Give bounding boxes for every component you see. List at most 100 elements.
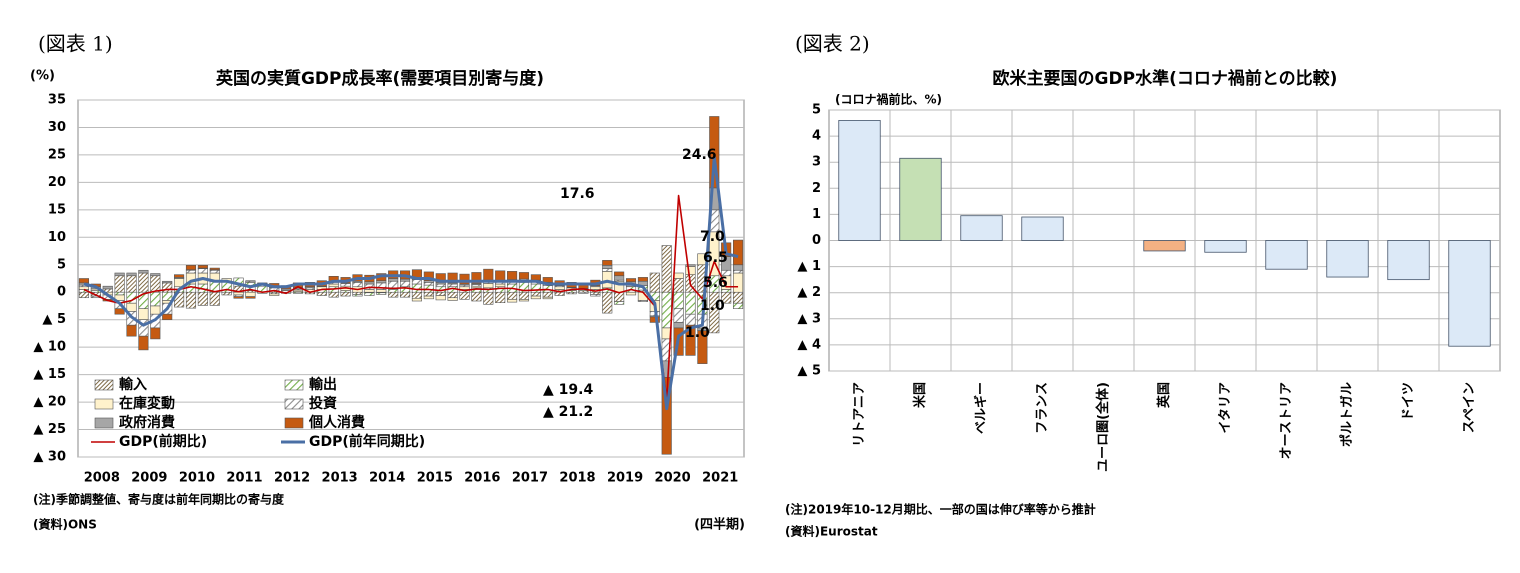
y-tick-label: 3 <box>812 155 821 170</box>
annotation: 5.6 <box>703 275 728 291</box>
figure-label: (図表 2) <box>795 32 870 56</box>
bar-segment <box>495 291 506 303</box>
annotation: ▲ 19.4 <box>543 382 593 398</box>
bar-segment <box>661 245 672 293</box>
bar-segment <box>518 299 530 302</box>
y-axis-label: (コロナ禍前比、%) <box>835 92 942 107</box>
y-tick-label: ▲ 5 <box>42 312 66 327</box>
bar-segment <box>388 280 399 289</box>
x-tick-label: オーストリア <box>1279 382 1294 459</box>
x-tick-label: 2021 <box>702 471 738 486</box>
bar-segment <box>530 274 541 281</box>
x-tick-label: 2012 <box>274 471 310 486</box>
bar-segment <box>578 291 589 294</box>
bar-segment <box>483 283 494 289</box>
bar-segment <box>78 278 90 284</box>
bar <box>960 215 1003 241</box>
y-tick-label: 5 <box>57 257 66 272</box>
bar-segment <box>483 268 494 281</box>
annotation: 1.0 <box>685 325 710 341</box>
legend-swatch <box>94 417 114 429</box>
bar-segment <box>423 284 434 293</box>
bar-segment <box>637 300 648 302</box>
annotation: 7.0 <box>700 229 725 245</box>
bar-segment <box>673 291 684 310</box>
bar-segment <box>162 280 173 284</box>
bar-segment <box>209 269 220 274</box>
bar-segment <box>447 272 458 284</box>
x-tick-label: 2015 <box>417 471 453 486</box>
bar-segment <box>625 278 637 283</box>
bar-segment <box>162 313 173 320</box>
bar-segment <box>507 299 518 303</box>
y-tick-label: ▲ 10 <box>33 340 66 355</box>
x-tick-label: フランス <box>1035 382 1050 434</box>
bar-segment <box>614 301 625 305</box>
bar-segment <box>185 265 197 271</box>
legend-swatch <box>94 379 114 391</box>
y-tick-label: 30 <box>48 120 66 135</box>
x-tick-label: 2014 <box>369 471 405 486</box>
bar-segment <box>507 291 518 300</box>
legend-label: 投資 <box>309 395 337 412</box>
bar-segment <box>185 269 197 274</box>
bar-segment <box>435 295 446 301</box>
bar-segment <box>269 293 280 296</box>
bar-segment <box>411 291 423 299</box>
legend-label: 個人消費 <box>308 414 365 431</box>
bar-segment <box>459 286 470 290</box>
bar <box>1448 240 1491 347</box>
bar <box>1265 240 1308 270</box>
bar-segment <box>685 264 696 267</box>
y-tick-label: 2 <box>812 181 821 196</box>
bar-segment <box>328 291 339 298</box>
bar-segment <box>483 291 494 305</box>
y-tick-label: ▲ 20 <box>33 395 66 410</box>
bar-segment <box>471 291 482 302</box>
bar-segment <box>602 271 613 289</box>
bar-segment <box>233 291 244 296</box>
bar-segment <box>150 275 161 293</box>
bar-segment <box>340 283 351 287</box>
bar-segment <box>530 295 541 300</box>
bar-segment <box>709 116 720 189</box>
bar-segment <box>625 291 637 296</box>
bar-segment <box>364 292 375 296</box>
bar-segment <box>732 269 744 274</box>
legend-label: 輸入 <box>119 376 147 393</box>
x-tick-label: ポルトガル <box>1339 382 1355 447</box>
legend-label: 在庫変動 <box>119 395 175 412</box>
bar-segment <box>78 291 90 299</box>
bar <box>1387 240 1430 281</box>
bar-segment <box>435 291 446 296</box>
bar-segment <box>376 280 387 284</box>
bar-segment <box>388 291 399 298</box>
x-tick-label: 2013 <box>322 471 358 486</box>
bar-segment <box>471 272 482 284</box>
bar-segment <box>352 294 363 297</box>
bar-segment <box>138 269 149 274</box>
bar-segment <box>102 285 113 290</box>
bar-segment <box>376 292 387 295</box>
bar-segment <box>388 278 399 282</box>
bar-segment <box>685 313 696 326</box>
x-tick-label: イタリア <box>1218 382 1233 433</box>
bar-segment <box>673 272 684 279</box>
bar-segment <box>245 280 256 282</box>
bar-segment <box>388 289 399 293</box>
bar-segment <box>126 302 137 312</box>
bar <box>899 157 942 241</box>
legend-swatch <box>284 417 304 429</box>
bar-segment <box>530 291 541 297</box>
bar-segment <box>732 302 744 310</box>
bar-segment <box>673 278 684 293</box>
legend-swatch <box>94 398 114 410</box>
bar-segment <box>697 330 708 364</box>
bar-segment <box>114 275 125 293</box>
bar-segment <box>197 268 208 274</box>
bar-segment <box>364 281 375 285</box>
legend-label: 輸出 <box>309 376 337 393</box>
y-tick-label: 20 <box>48 175 66 190</box>
bar-segment <box>114 291 125 296</box>
x-tick-label: 2020 <box>655 471 691 486</box>
